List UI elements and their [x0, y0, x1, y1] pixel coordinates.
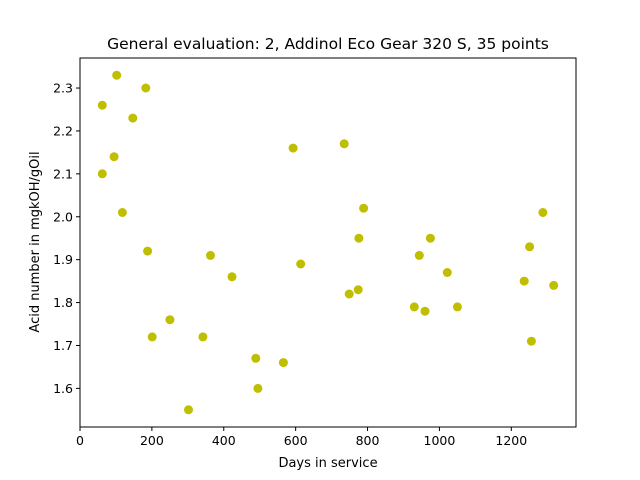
data-point [253, 383, 263, 393]
data-point [339, 139, 349, 149]
data-point [525, 242, 535, 252]
data-point [143, 246, 153, 256]
data-point [227, 272, 237, 282]
data-point [549, 280, 559, 290]
data-point [425, 233, 435, 243]
data-point [165, 315, 175, 325]
chart-title: General evaluation: 2, Addinol Eco Gear … [107, 35, 549, 53]
y-axis-label: Acid number in mgkOH/gOil [28, 151, 43, 332]
y-tick-label: 1.6 [53, 381, 73, 396]
data-point [117, 208, 127, 217]
data-point [97, 169, 107, 179]
y-axis-ticks: 1.6 1.7 1.8 1.9 2.0 2.1 2.2 2.3 [53, 81, 80, 396]
data-point [206, 250, 215, 260]
data-points [97, 70, 559, 415]
x-tick-label: 1200 [495, 433, 527, 448]
data-point [112, 70, 122, 80]
y-tick-label: 2.1 [53, 166, 73, 181]
x-tick-label: 600 [284, 433, 308, 448]
x-axis-label: Days in service [278, 456, 377, 471]
data-point [147, 332, 157, 342]
data-point [288, 143, 298, 153]
data-point [296, 259, 306, 269]
data-point [353, 285, 363, 295]
data-point [141, 83, 151, 93]
data-point [344, 289, 354, 299]
data-point [251, 353, 261, 363]
data-point [128, 113, 138, 123]
y-tick-label: 1.8 [53, 295, 73, 310]
data-point [359, 203, 369, 213]
data-point [414, 250, 424, 260]
data-point [184, 405, 193, 415]
data-point [97, 100, 107, 110]
data-point [538, 208, 548, 217]
x-tick-label: 800 [356, 433, 380, 448]
data-point [452, 302, 462, 312]
data-point [409, 302, 419, 312]
data-point [109, 152, 119, 162]
data-point [526, 336, 536, 346]
data-point [198, 332, 208, 342]
y-tick-label: 1.9 [53, 252, 73, 267]
plot-frame [79, 57, 577, 428]
data-point [519, 276, 529, 286]
x-axis-ticks: 0 200 400 600 800 1000 1200 [76, 427, 527, 448]
x-tick-label: 1000 [424, 433, 456, 448]
y-tick-label: 1.7 [53, 338, 73, 353]
x-tick-label: 0 [76, 433, 84, 448]
x-tick-label: 200 [140, 433, 164, 448]
data-point [420, 306, 430, 316]
y-tick-label: 2.0 [53, 209, 73, 224]
data-point [442, 268, 452, 277]
x-tick-label: 400 [212, 433, 236, 448]
y-tick-label: 2.2 [53, 123, 73, 138]
data-point [278, 358, 288, 368]
y-tick-label: 2.3 [53, 81, 73, 96]
data-point [354, 233, 364, 243]
